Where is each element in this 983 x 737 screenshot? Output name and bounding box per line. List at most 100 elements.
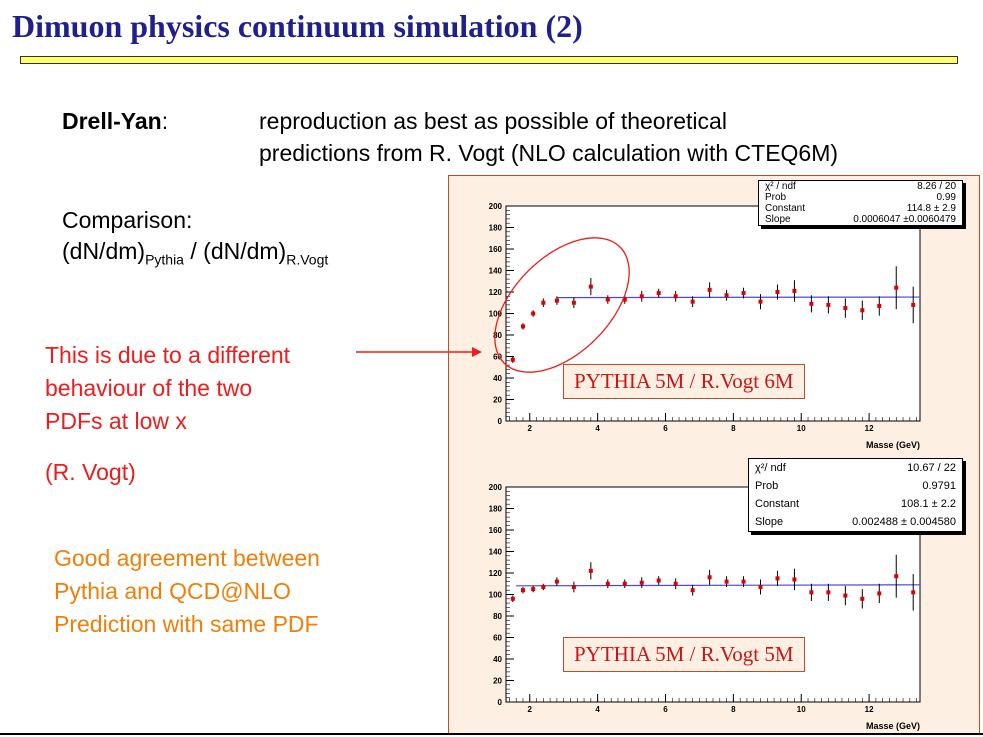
x-axis-label: Masse (GeV) <box>866 440 920 450</box>
data-point <box>657 579 661 583</box>
bottom-stats-box: χ²/ ndf 10.67 / 22 Prob 0.9791 Constant 108… <box>748 458 963 532</box>
prob-label: Prob <box>755 477 778 495</box>
y-tick-label: 160 <box>489 526 503 535</box>
fit-line <box>557 297 920 298</box>
data-point <box>521 324 525 328</box>
data-point <box>860 308 864 312</box>
y-tick-label: 180 <box>489 224 503 233</box>
data-point <box>589 569 593 573</box>
data-point <box>606 582 610 586</box>
data-point <box>572 585 576 589</box>
x-tick-label: 10 <box>797 424 806 433</box>
data-point <box>725 293 729 297</box>
data-point <box>674 582 678 586</box>
slope-value: 0.0006047 ±0.0060479 <box>853 214 956 225</box>
chi2-value: 10.67 / 22 <box>907 459 956 477</box>
data-point <box>511 358 515 362</box>
x-tick-label: 4 <box>595 424 600 433</box>
stats-row-chi2: χ²/ ndf 10.67 / 22 <box>749 459 962 477</box>
prob-value: 0.99 <box>937 192 956 203</box>
x-tick-label: 10 <box>797 705 806 714</box>
data-point <box>742 580 746 584</box>
data-point <box>521 588 525 592</box>
y-tick-label: 140 <box>489 548 503 557</box>
plots-svg: 0204060801001201401601802002 4 6 8 10 12Masse… <box>0 0 983 737</box>
data-point <box>674 294 678 298</box>
y-tick-label: 120 <box>489 569 503 578</box>
constant-label: Constant <box>755 495 799 513</box>
y-tick-label: 60 <box>493 634 502 643</box>
data-point <box>541 585 545 589</box>
data-point <box>555 580 559 584</box>
x-tick-label: 8 <box>731 424 736 433</box>
data-point <box>708 575 712 579</box>
data-point <box>708 288 712 292</box>
data-point <box>640 294 644 298</box>
y-tick-label: 160 <box>489 245 503 254</box>
data-point <box>606 298 610 302</box>
data-point <box>911 590 915 594</box>
y-tick-label: 20 <box>493 677 502 686</box>
x-tick-label: 8 <box>731 705 736 714</box>
chi2-label: χ²/ ndf <box>755 459 786 477</box>
x-tick-label: 12 <box>865 705 874 714</box>
slope-label: Slope <box>755 513 783 531</box>
y-tick-label: 80 <box>493 612 502 621</box>
slope-label: Slope <box>765 214 791 225</box>
y-tick-label: 40 <box>493 374 502 383</box>
y-tick-label: 200 <box>489 483 503 492</box>
data-point <box>894 574 898 578</box>
stats-row-constant: Constant 114.8 ± 2.9 <box>759 203 962 214</box>
data-point <box>759 585 763 589</box>
y-tick-label: 0 <box>498 417 503 426</box>
y-tick-label: 0 <box>498 698 503 707</box>
data-point <box>792 577 796 581</box>
constant-label: Constant <box>765 203 805 214</box>
chi2-value: 8.26 / 20 <box>917 181 956 192</box>
y-tick-label: 100 <box>489 591 503 600</box>
y-tick-label: 200 <box>489 202 503 211</box>
stats-row-slope: Slope 0.002488 ± 0.004580 <box>749 513 962 531</box>
data-point <box>541 301 545 305</box>
prob-label: Prob <box>765 192 786 203</box>
data-point <box>843 594 847 598</box>
data-point <box>826 303 830 307</box>
data-point <box>511 597 515 601</box>
stats-row-chi2: χ² / ndf 8.26 / 20 <box>759 181 962 192</box>
annotation-arrow <box>356 347 482 357</box>
x-tick-label: 2 <box>528 424 533 433</box>
prob-value: 0.9791 <box>922 477 956 495</box>
data-point <box>572 301 576 305</box>
x-tick-label: 12 <box>865 424 874 433</box>
data-point <box>531 587 535 591</box>
stats-row-constant: Constant 108.1 ± 2.2 <box>749 495 962 513</box>
data-point <box>531 312 535 316</box>
data-point <box>792 289 796 293</box>
x-tick-label: 6 <box>663 705 668 714</box>
top-plot-label: PYTHIA 5M / R.Vogt 6M <box>563 364 805 399</box>
y-tick-label: 120 <box>489 288 503 297</box>
y-tick-label: 40 <box>493 655 502 664</box>
data-point <box>826 590 830 594</box>
top-stats-box: χ² / ndf 8.26 / 20 Prob 0.99 Constant 114.8… <box>758 180 963 226</box>
slide-bottom-rule <box>0 733 983 735</box>
data-point <box>860 597 864 601</box>
data-point <box>911 303 915 307</box>
y-tick-label: 140 <box>489 267 503 276</box>
data-point <box>725 580 729 584</box>
stats-row-prob: Prob 0.99 <box>759 192 962 203</box>
data-point <box>809 590 813 594</box>
data-point <box>843 306 847 310</box>
data-point <box>691 300 695 304</box>
y-tick-label: 180 <box>489 505 503 514</box>
data-point <box>623 582 627 586</box>
data-point <box>742 291 746 295</box>
arrow-head <box>472 347 482 357</box>
slope-value: 0.002488 ± 0.004580 <box>852 513 956 531</box>
data-point <box>759 300 763 304</box>
chi2-label: χ² / ndf <box>765 181 796 192</box>
x-tick-label: 2 <box>528 705 533 714</box>
stats-row-prob: Prob 0.9791 <box>749 477 962 495</box>
data-point <box>809 302 813 306</box>
x-tick-label: 6 <box>663 424 668 433</box>
